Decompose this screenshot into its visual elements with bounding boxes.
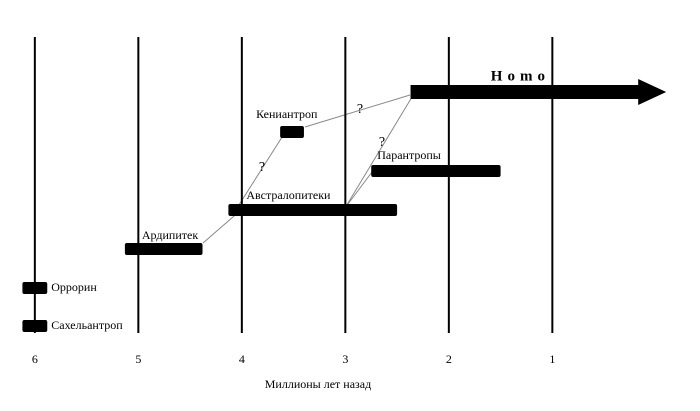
bar — [22, 320, 48, 332]
annotation: ? — [379, 135, 385, 150]
bar-label: Ардипитек — [142, 228, 198, 242]
annotation: ? — [259, 160, 265, 175]
x-tick-label: 6 — [32, 352, 38, 366]
x-tick-label: 2 — [446, 352, 452, 366]
bar-label: Homo — [491, 68, 550, 84]
bar-label: Сахельантроп — [51, 318, 123, 332]
annotation: ? — [357, 102, 363, 117]
bar — [371, 165, 501, 177]
link-line — [236, 133, 285, 209]
bar-label: Оррорин — [51, 280, 97, 294]
bar-label: Австралопитеки — [246, 188, 331, 202]
x-tick-label: 1 — [549, 352, 555, 366]
x-tick-label: 5 — [135, 352, 141, 366]
link-line — [344, 171, 373, 209]
x-tick-label: 3 — [342, 352, 348, 366]
bar — [124, 243, 203, 255]
bar — [280, 126, 304, 138]
arrow-bar — [410, 79, 667, 105]
link-line — [344, 96, 413, 209]
x-axis-label: Миллионы лет назад — [265, 377, 371, 391]
bar — [22, 282, 48, 294]
x-tick-label: 4 — [239, 352, 245, 366]
bar-label: Парантропы — [377, 148, 441, 162]
bar-label: Кениантроп — [256, 107, 318, 121]
link-line — [304, 94, 411, 128]
bar — [228, 204, 398, 216]
